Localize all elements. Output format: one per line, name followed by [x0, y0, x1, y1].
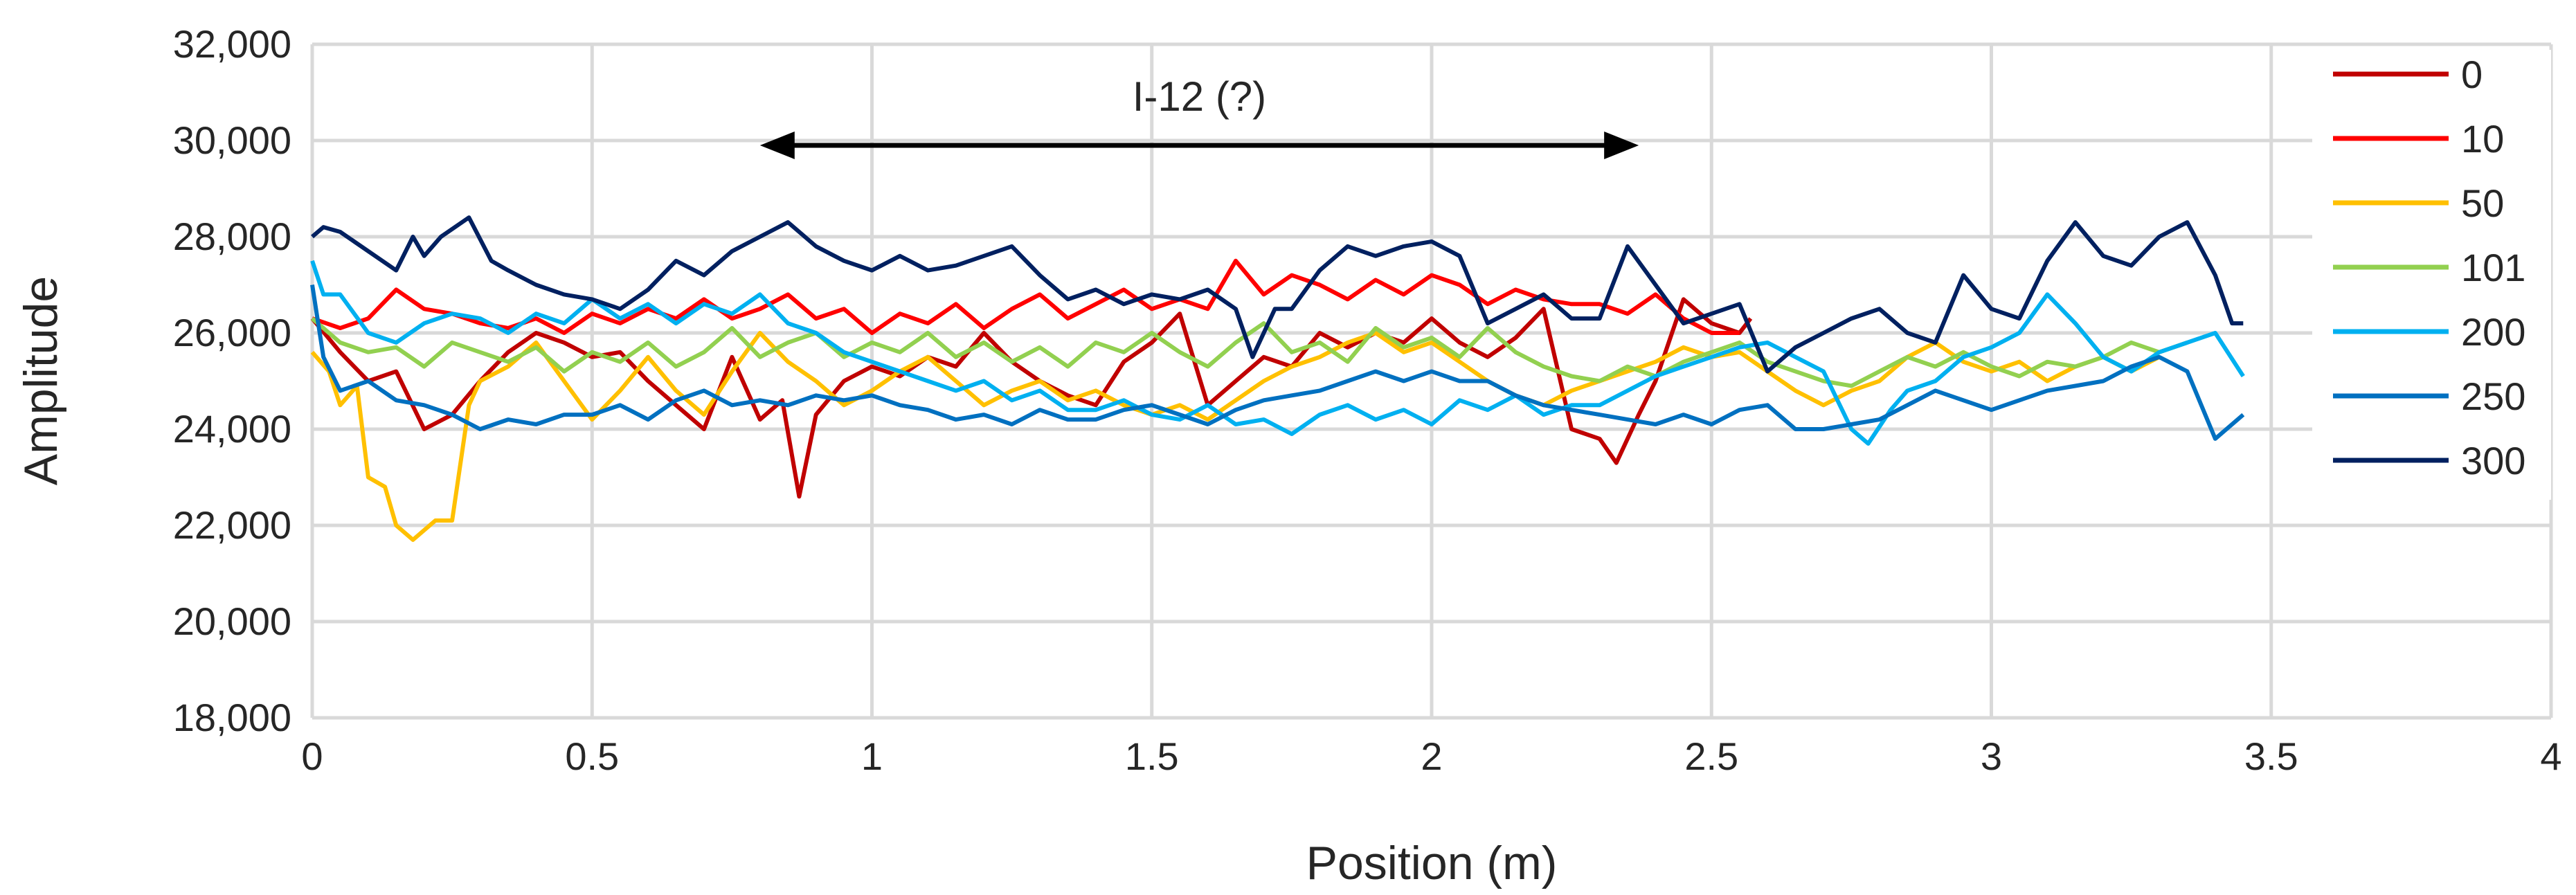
x-tick-label: 3	[1981, 734, 2002, 778]
legend-label-0: 0	[2461, 53, 2483, 96]
legend-label-250: 250	[2461, 374, 2525, 418]
legend-background	[2312, 50, 2551, 500]
series-line-0	[310, 297, 1753, 499]
grid	[310, 42, 2553, 720]
annotation: I-12 (?)	[759, 73, 1639, 159]
legend-label-300: 300	[2461, 439, 2525, 482]
x-tick-label: 1.5	[1125, 734, 1179, 778]
series-lines	[310, 215, 2245, 542]
y-tick-label: 20,000	[173, 599, 291, 643]
annotation-label: I-12 (?)	[1133, 73, 1266, 120]
legend-label-10: 10	[2461, 117, 2504, 161]
series-line-50	[310, 331, 2161, 542]
legend-label-50: 50	[2461, 181, 2504, 225]
x-tick-label: 1	[861, 734, 883, 778]
arrow-left-head-icon	[759, 131, 795, 159]
series-line-10	[312, 258, 1740, 335]
x-tick-label: 3.5	[2244, 734, 2298, 778]
arrow-right-head-icon	[1604, 131, 1639, 159]
legend: 0 10 50 101 200 250 300	[2312, 50, 2551, 500]
x-tick-label: 2.5	[1684, 734, 1738, 778]
y-tick-label: 28,000	[173, 215, 291, 258]
series-line-300	[311, 215, 2244, 374]
y-axis-ticks: 18,000 20,000 22,000 24,000 26,000 28,000 30,0…	[173, 22, 291, 739]
x-tick-label: 2	[1421, 734, 1442, 778]
series-line-101	[311, 316, 2188, 388]
y-axis-title: Amplitude	[15, 276, 67, 485]
x-tick-label: 0	[301, 734, 323, 778]
x-tick-label: 4	[2540, 734, 2561, 778]
y-tick-label: 22,000	[173, 503, 291, 547]
y-tick-label: 24,000	[173, 407, 291, 451]
x-tick-label: 0.5	[565, 734, 619, 778]
y-tick-label: 30,000	[173, 118, 291, 162]
x-axis-title: Position (m)	[1306, 837, 1558, 889]
y-tick-label: 18,000	[173, 696, 291, 739]
legend-label-200: 200	[2461, 310, 2525, 354]
y-tick-label: 32,000	[173, 22, 291, 66]
series-line-200	[310, 260, 2245, 446]
y-tick-label: 26,000	[173, 311, 291, 354]
series-line-250	[310, 284, 2245, 441]
legend-label-101: 101	[2461, 246, 2525, 289]
x-axis-ticks: 0 0.5 1 1.5 2 2.5 3 3.5 4	[301, 734, 2561, 778]
